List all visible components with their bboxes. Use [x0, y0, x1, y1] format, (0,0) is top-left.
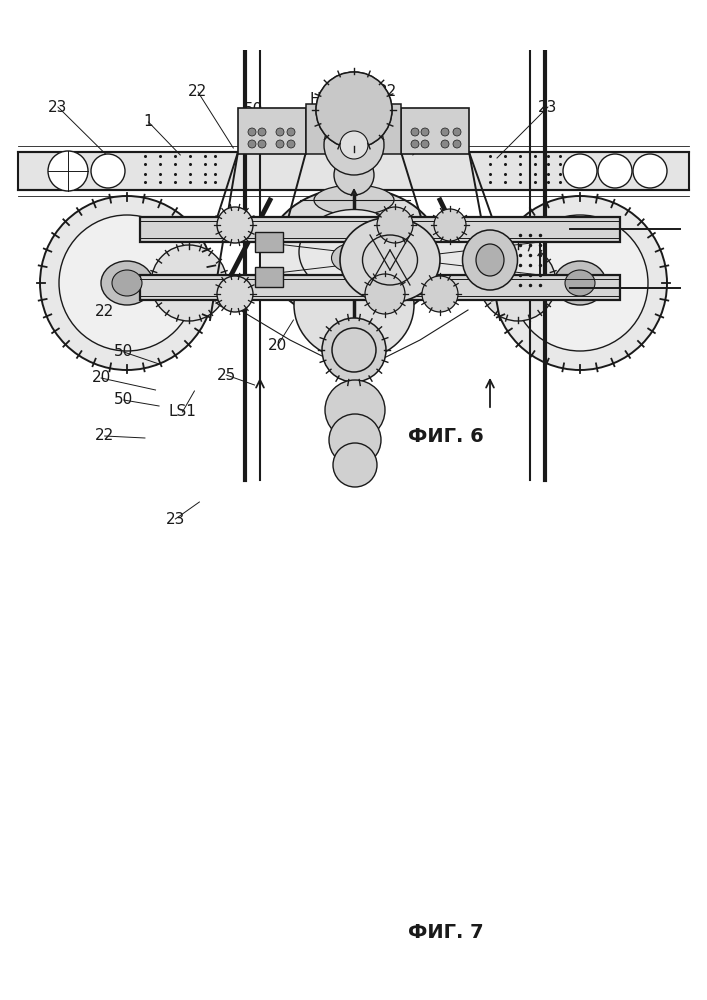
Circle shape: [258, 128, 266, 136]
Circle shape: [340, 131, 368, 159]
Circle shape: [248, 128, 256, 136]
Text: 50: 50: [243, 103, 263, 117]
Ellipse shape: [267, 188, 441, 322]
Text: ФИГ. 7: ФИГ. 7: [408, 922, 483, 942]
Text: 22: 22: [95, 304, 115, 320]
Circle shape: [322, 318, 386, 382]
Text: 5/10: 5/10: [337, 21, 370, 36]
Circle shape: [332, 328, 376, 372]
Circle shape: [441, 140, 449, 148]
Circle shape: [333, 443, 377, 487]
Circle shape: [258, 140, 266, 148]
Text: 20: 20: [91, 370, 111, 385]
Text: 22: 22: [188, 85, 208, 100]
Text: ФИГ. 6: ФИГ. 6: [407, 426, 484, 446]
Ellipse shape: [554, 261, 606, 305]
Circle shape: [411, 128, 419, 136]
Circle shape: [434, 209, 466, 241]
Bar: [401, 108, 469, 154]
Circle shape: [316, 72, 392, 148]
Circle shape: [276, 140, 284, 148]
Circle shape: [276, 128, 284, 136]
Circle shape: [512, 215, 648, 351]
Ellipse shape: [299, 210, 409, 294]
Text: 22: 22: [378, 85, 397, 100]
Ellipse shape: [462, 230, 518, 290]
Circle shape: [287, 140, 295, 148]
Bar: [306, 104, 401, 154]
Circle shape: [151, 245, 227, 321]
Circle shape: [377, 207, 413, 243]
Circle shape: [421, 140, 429, 148]
Text: 20: 20: [268, 338, 288, 353]
Circle shape: [480, 245, 556, 321]
Text: 50: 50: [114, 344, 134, 360]
Circle shape: [598, 154, 632, 188]
Ellipse shape: [476, 244, 504, 276]
Ellipse shape: [112, 270, 142, 296]
Circle shape: [59, 215, 195, 351]
Circle shape: [453, 140, 461, 148]
Circle shape: [453, 128, 461, 136]
Ellipse shape: [332, 243, 377, 273]
Ellipse shape: [101, 261, 153, 305]
Text: 23: 23: [165, 222, 185, 236]
Circle shape: [493, 196, 667, 370]
Circle shape: [40, 196, 214, 370]
Bar: [255, 232, 283, 252]
Circle shape: [411, 140, 419, 148]
Bar: [18, 152, 689, 190]
Circle shape: [217, 276, 253, 312]
Circle shape: [316, 72, 392, 148]
Bar: [260, 242, 540, 275]
Circle shape: [334, 155, 374, 195]
Circle shape: [287, 128, 295, 136]
Bar: [140, 217, 620, 242]
Circle shape: [329, 414, 381, 466]
Circle shape: [248, 140, 256, 148]
Bar: [140, 275, 620, 300]
Text: 1: 1: [144, 114, 153, 129]
Circle shape: [365, 274, 405, 314]
Text: 23: 23: [165, 512, 185, 526]
Circle shape: [422, 276, 458, 312]
Ellipse shape: [294, 250, 414, 360]
Ellipse shape: [340, 218, 440, 302]
Text: 25: 25: [216, 367, 236, 382]
Circle shape: [441, 128, 449, 136]
Circle shape: [324, 115, 384, 175]
Text: HV: HV: [310, 93, 331, 107]
Circle shape: [217, 207, 253, 243]
Circle shape: [563, 154, 597, 188]
Ellipse shape: [314, 185, 394, 215]
Text: LS1: LS1: [168, 404, 197, 420]
Bar: [0, 950, 707, 1000]
Text: 1: 1: [437, 114, 447, 129]
Bar: [255, 267, 283, 287]
Text: 22: 22: [95, 428, 115, 444]
Text: LS2: LS2: [357, 404, 385, 420]
Text: 50: 50: [114, 392, 134, 408]
Bar: [0, 0, 707, 50]
Bar: [238, 108, 306, 154]
Text: 23: 23: [48, 100, 68, 114]
Text: 23: 23: [538, 100, 558, 114]
Circle shape: [325, 380, 385, 440]
Circle shape: [421, 128, 429, 136]
Circle shape: [48, 151, 88, 191]
Circle shape: [633, 154, 667, 188]
Text: 50: 50: [351, 103, 370, 117]
Ellipse shape: [565, 270, 595, 296]
Circle shape: [91, 154, 125, 188]
